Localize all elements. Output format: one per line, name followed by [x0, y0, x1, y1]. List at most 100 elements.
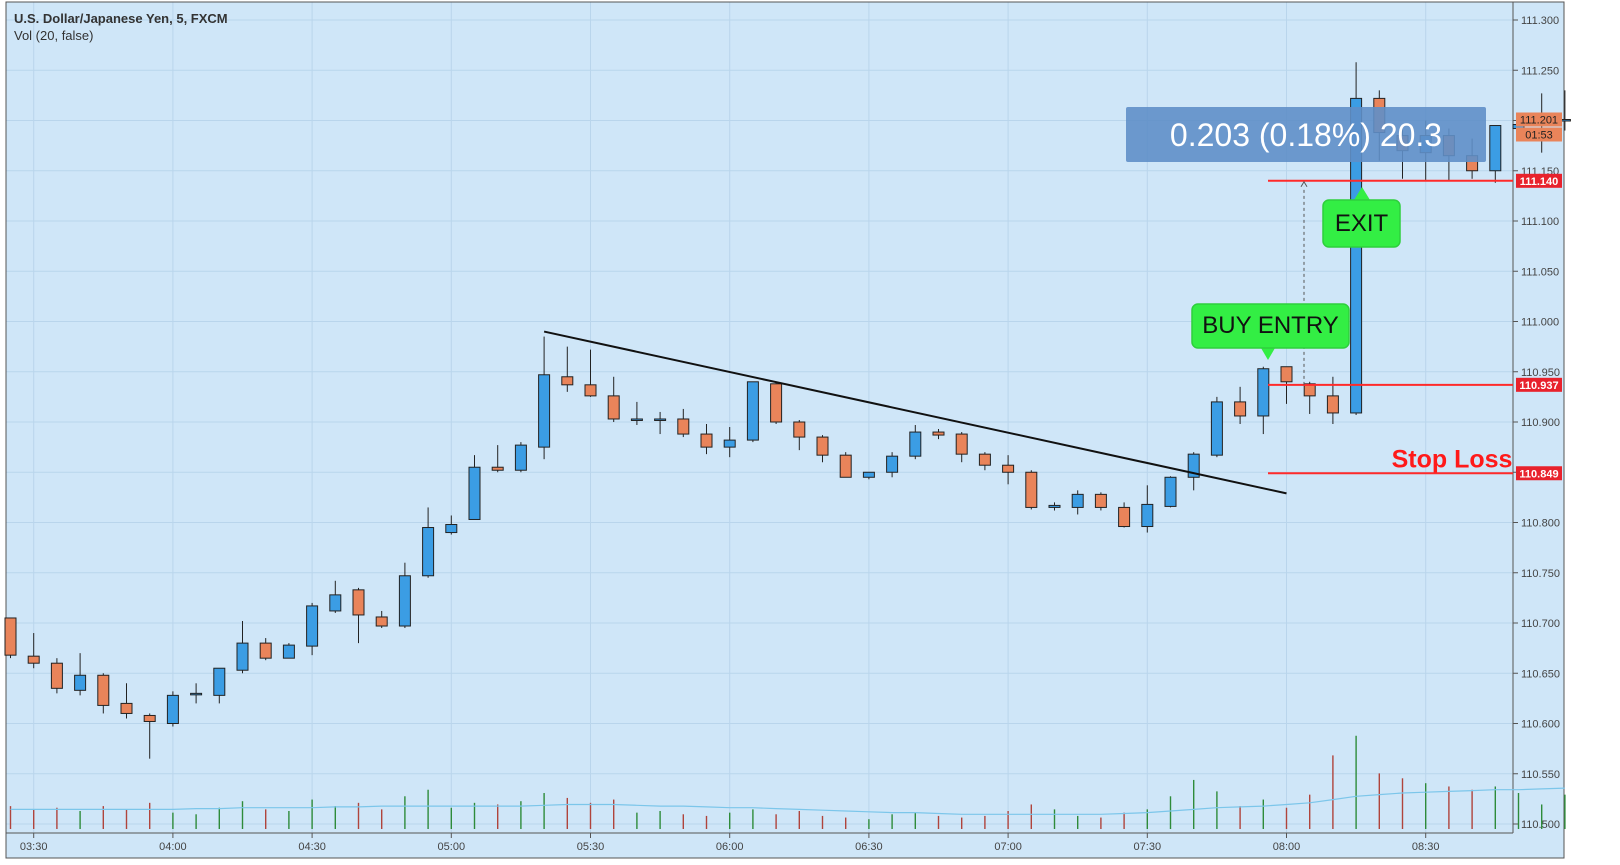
candle-body: [190, 692, 203, 696]
candle-body: [143, 714, 156, 722]
candle-body: [746, 381, 759, 441]
candle-body: [27, 655, 40, 664]
y-tick-label: 110.800: [1521, 518, 1560, 530]
y-tick-label: 110.500: [1521, 819, 1560, 831]
candle-body: [677, 418, 690, 435]
candle-body: [445, 524, 458, 534]
level-price-tag-stop: [1516, 466, 1562, 481]
trendline: [543, 330, 1287, 495]
candle: [561, 346, 574, 392]
candle: [816, 435, 829, 463]
candle-body: [352, 589, 365, 616]
y-tick-label: 110.600: [1521, 719, 1560, 731]
candle-body: [120, 702, 133, 714]
level-price-label-entry: 110.937: [1519, 380, 1558, 392]
candle: [538, 336, 551, 460]
level-price-label-stop: 110.849: [1519, 468, 1558, 480]
y-tick-label: 110.900: [1521, 417, 1560, 429]
candle: [630, 401, 643, 426]
candle: [514, 442, 527, 473]
exit-callout: [1322, 199, 1401, 248]
candle: [50, 658, 63, 694]
candle: [1303, 381, 1316, 414]
y-tick-label: 111.050: [1521, 266, 1559, 278]
candle-body: [514, 444, 527, 471]
current-price-tag: [1516, 112, 1562, 127]
x-tick-label: 04:00: [159, 841, 187, 853]
candle-body: [166, 694, 179, 724]
candle: [4, 617, 17, 659]
candle-body: [654, 418, 667, 421]
candle: [445, 515, 458, 535]
candle: [909, 425, 922, 460]
candle-body: [213, 667, 226, 696]
candle-body: [538, 374, 551, 448]
candle: [1210, 396, 1223, 458]
candle: [97, 673, 110, 714]
candle: [700, 424, 713, 455]
candle: [236, 620, 249, 674]
x-tick-label: 07:00: [994, 841, 1022, 853]
candle: [955, 432, 968, 463]
candle-body: [236, 642, 249, 671]
candle-body: [422, 527, 435, 577]
candle-body: [862, 471, 875, 478]
candle-body: [4, 617, 17, 656]
candle-body: [1164, 476, 1177, 507]
candle-body: [1303, 383, 1316, 397]
candle-body: [1210, 401, 1223, 456]
candle-body: [491, 466, 504, 471]
chart-border: [5, 1, 1565, 859]
candle: [468, 455, 481, 520]
candle-body: [1489, 125, 1502, 172]
candle-body: [1025, 471, 1038, 508]
candle: [1141, 485, 1154, 533]
candle: [1118, 502, 1131, 528]
volume-indicator-label: Vol (20, false): [14, 28, 94, 43]
candle: [1048, 502, 1061, 511]
candle-body: [816, 436, 829, 456]
candle-body: [839, 454, 852, 478]
candle-body: [1071, 493, 1084, 508]
candle-body: [770, 383, 783, 423]
candle-body: [607, 395, 620, 420]
candle: [1234, 386, 1247, 425]
measure-label: 0.203 (0.18%) 20.3: [1170, 117, 1442, 153]
candle: [654, 411, 667, 435]
candle: [306, 602, 319, 656]
candle: [607, 376, 620, 422]
candle: [1164, 476, 1177, 508]
countdown-label: 01:53: [1525, 129, 1553, 141]
buy-entry-callout: [1191, 303, 1350, 349]
x-tick-label: 08:30: [1412, 841, 1440, 853]
candle-body: [955, 433, 968, 455]
x-tick-label: 06:00: [716, 841, 744, 853]
candle-body: [1257, 368, 1270, 417]
symbol-title: U.S. Dollar/Japanese Yen, 5, FXCM: [14, 11, 228, 26]
x-tick-label: 05:00: [438, 841, 466, 853]
candle: [282, 643, 295, 659]
y-tick-label: 111.100: [1521, 216, 1559, 228]
candle-body: [932, 431, 945, 436]
buy-entry-label: BUY ENTRY: [1202, 312, 1339, 339]
y-tick-label: 110.700: [1521, 618, 1560, 630]
exit-pointer: [1354, 187, 1370, 200]
candle: [770, 381, 783, 425]
candle: [375, 610, 388, 629]
candle-body: [700, 433, 713, 448]
candle: [190, 683, 203, 704]
candle: [677, 408, 690, 438]
candle-body: [306, 605, 319, 647]
candle: [932, 429, 945, 440]
y-tick-label: 110.950: [1521, 367, 1560, 379]
candle-body: [1118, 506, 1131, 528]
candle: [213, 667, 226, 704]
candle: [27, 633, 40, 669]
candle: [259, 638, 272, 661]
x-tick-label: 06:30: [855, 841, 883, 853]
x-tick-label: 07:30: [1134, 841, 1162, 853]
candle-body: [886, 455, 899, 473]
time-scale-area: [6, 833, 1564, 858]
candle-body: [1326, 395, 1339, 414]
